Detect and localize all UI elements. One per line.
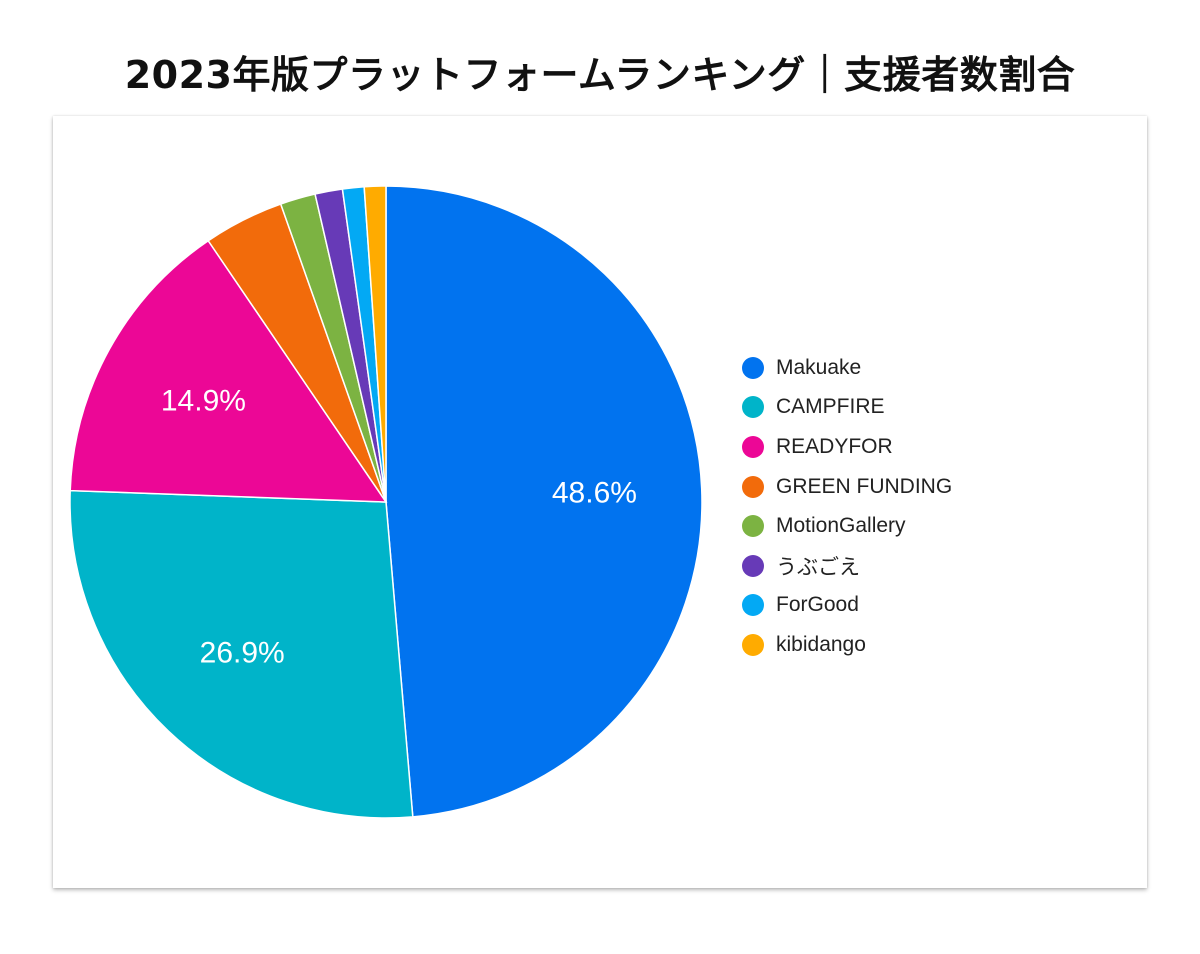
legend-label: GREEN FUNDING [776,474,953,498]
legend-item-makuake: Makuake [742,348,952,388]
legend-label: READYFOR [776,434,893,458]
pie-slice-makuake [385,185,703,818]
legend-swatch-icon [742,554,764,577]
pie-slice-campfire [69,489,414,819]
legend-label: ForGood [776,593,859,617]
legend-swatch-icon [742,435,764,458]
pie-slice-readyfor [69,239,388,503]
legend-item-forgood: ForGood [742,586,952,626]
legend-label: kibidango [776,632,866,656]
pie-slice-label-makuake: 48.6% [552,477,637,510]
pie-chart: 48.6% 26.9% 14.9% [69,185,703,819]
pie-slice-labels: 48.6% 26.9% 14.9% [161,385,637,670]
legend-item-campfire: CAMPFIRE [742,388,952,428]
legend-swatch-icon [742,594,764,617]
chart-legend: Makuake CAMPFIRE READYFOR GREEN FUNDING Moti… [742,348,952,665]
pie-slices [69,185,703,819]
legend-swatch-icon [742,515,764,538]
legend-swatch-icon [742,633,764,656]
chart-card: 48.6% 26.9% 14.9% Makuake CAMPFIRE READYFOR G… [53,116,1147,888]
legend-item-kibidango: kibidango [742,625,952,665]
pie-slice-label-readyfor: 14.9% [161,385,246,418]
pie-slice-kibidango [363,185,387,503]
legend-swatch-icon [742,396,764,419]
legend-label: MotionGallery [776,514,906,538]
legend-item-readyfor: READYFOR [742,427,952,467]
pie-slice-label-campfire: 26.9% [200,637,285,670]
legend-swatch-icon [742,356,764,379]
legend-item-motiongallery: MotionGallery [742,506,952,546]
page-title: 2023年版プラットフォームランキング｜支援者数割合 [124,53,1076,97]
legend-label: Makuake [776,355,862,379]
legend-item-item-6: うぶごえ [742,546,952,586]
legend-swatch-icon [742,475,764,498]
legend-label: CAMPFIRE [776,395,885,419]
legend-label: うぶごえ [776,555,860,579]
legend-item-green-funding: GREEN FUNDING [742,467,952,507]
